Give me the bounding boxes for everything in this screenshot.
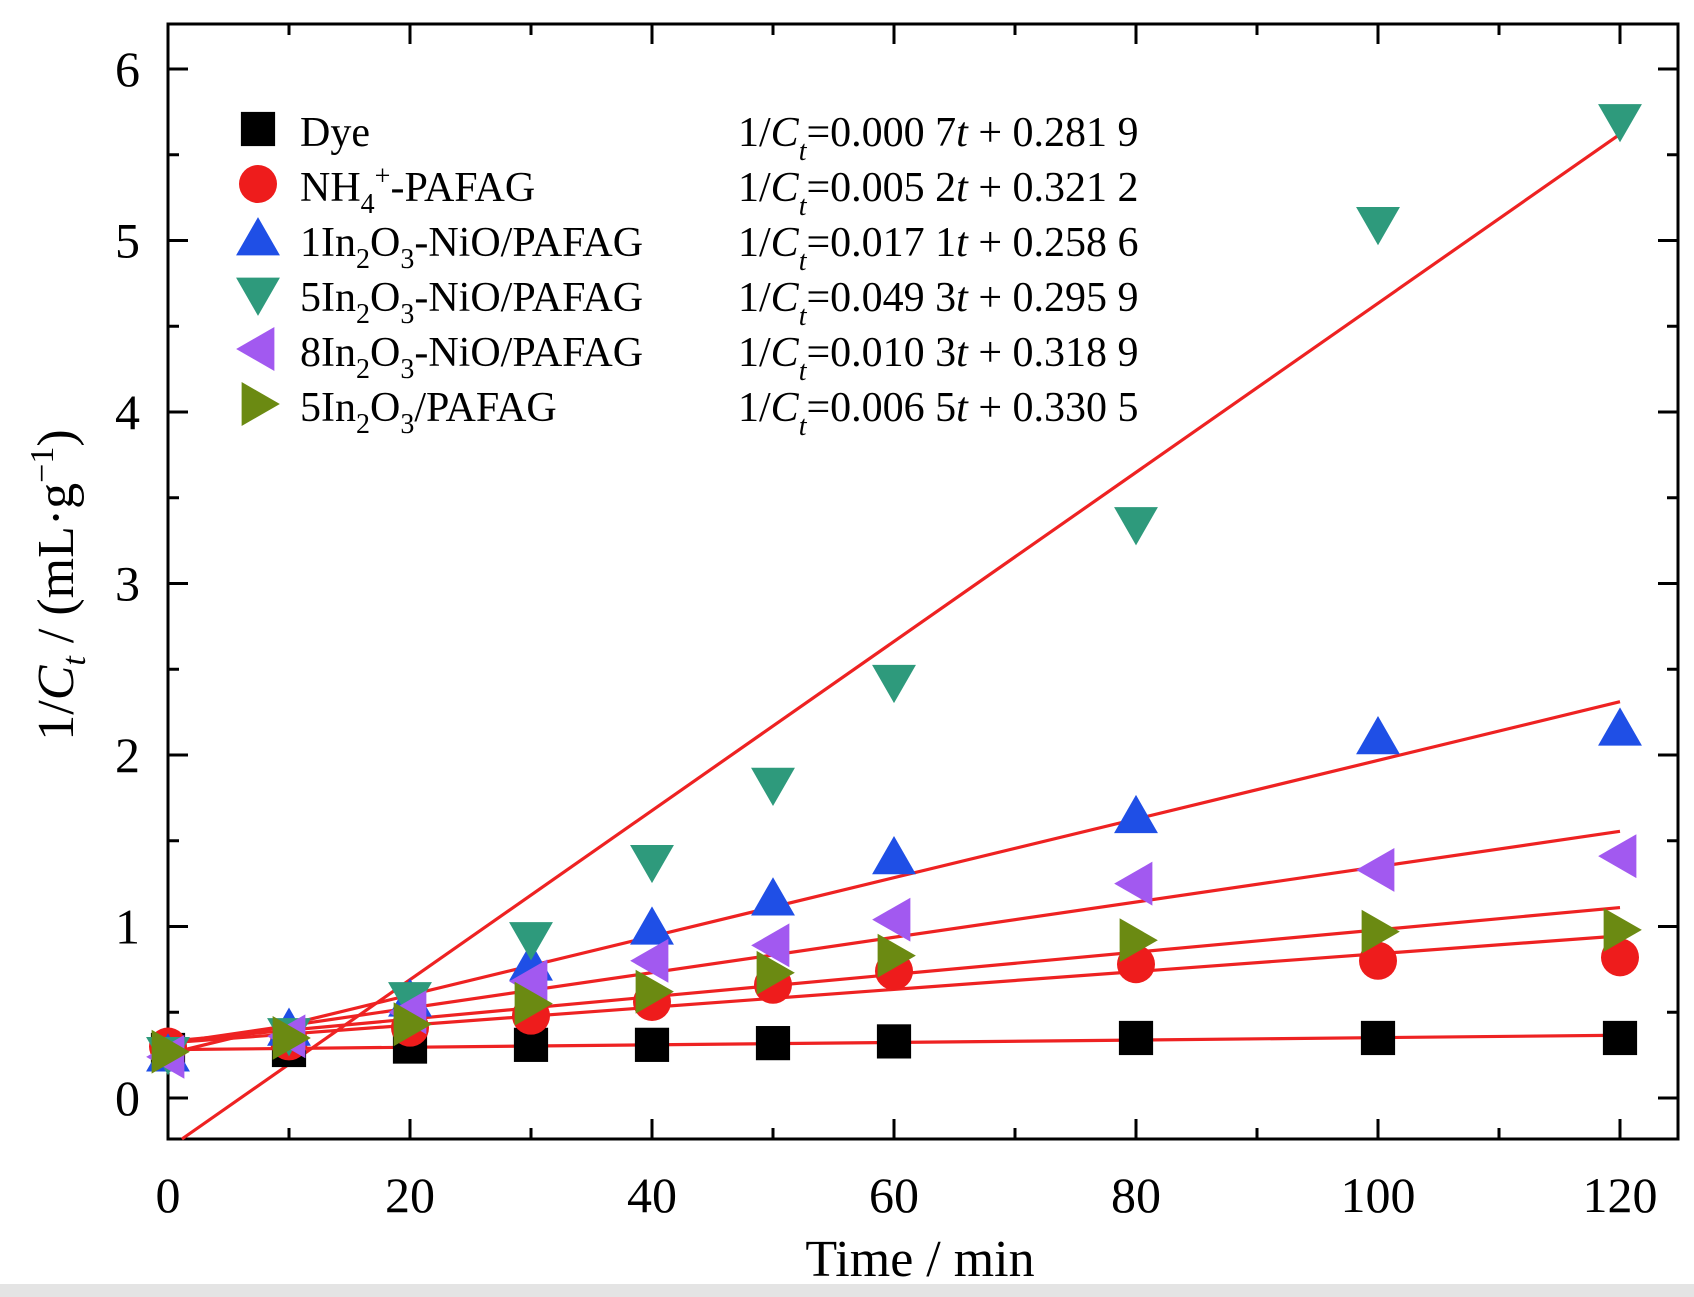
data-point [630,844,674,884]
data-point [876,1024,912,1059]
fit-line [181,132,1621,1141]
legend-marker [241,382,280,426]
data-point [151,1029,190,1074]
legend-label: 5In2O3/PAFAG [300,385,557,440]
data-point [1118,1020,1154,1056]
data-point [1602,1020,1638,1056]
legend-equation: 1/Ct=0.000 7t + 0.281 9 [738,110,1139,167]
legend-equation: 1/Ct=0.005 2t + 0.321 2 [738,165,1139,222]
legend-marker [236,327,275,371]
y-tick-label: 6 [115,41,140,97]
legend-label: 8In2O3-NiO/PAFAG [300,330,643,385]
data-point [272,1016,311,1060]
data-point [635,969,674,1014]
data-point [872,836,916,875]
y-tick-labels: 0 1 2 3 4 5 6 [115,41,140,1126]
data-point [751,923,790,968]
x-tick-label: 60 [869,1167,919,1223]
y-tick-label: 1 [115,899,140,955]
data-point [751,767,795,807]
data-point [1356,847,1395,892]
y-tick-label: 2 [115,727,140,783]
legend-marker [240,111,276,147]
data-point [514,981,553,1026]
data-point [634,1027,670,1062]
x-tick-label: 120 [1583,1167,1658,1223]
fit-line [167,700,1621,1056]
legend: Dye 1/Ct=0.000 7t + 0.281 9 NH4+-PAFAG 1/Ct… [236,110,1139,442]
y-tick-label: 0 [115,1070,140,1126]
data-point [509,922,553,961]
legend-marker [239,165,277,203]
data-point [1598,834,1637,879]
data-point [1119,918,1158,963]
data-points [146,104,1642,1079]
y-tick-label: 3 [115,556,140,612]
data-point [1603,907,1642,952]
plot-frame [166,22,1680,1141]
legend-equation: 1/Ct=0.006 5t + 0.330 5 [738,385,1139,442]
legend-marker [236,217,280,256]
data-point [509,959,548,1004]
bottom-band [0,1284,1694,1297]
x-tick-label: 80 [1111,1167,1161,1223]
data-point [630,906,674,945]
x-tick-label: 0 [156,1167,181,1223]
data-point [1360,1020,1396,1056]
legend-equation: 1/Ct=0.049 3t + 0.295 9 [738,275,1139,332]
legend-equation: 1/Ct=0.010 3t + 0.318 9 [738,330,1139,387]
data-point [1356,716,1400,755]
data-point [872,897,911,942]
data-point [1114,794,1158,834]
y-axis-title: 1/Ct / (mL·g−1) [24,429,93,740]
data-point [1598,707,1642,746]
axis-ticks [166,24,1678,1139]
data-point [1361,909,1400,954]
data-point [756,950,795,995]
data-point [1356,206,1400,246]
y-tick-label: 4 [115,384,140,440]
x-tick-label: 40 [627,1167,677,1223]
data-point [393,1002,432,1047]
y-tick-label: 5 [115,213,140,269]
data-point [630,938,669,983]
legend-label: NH4+-PAFAG [300,161,535,220]
data-point [1114,861,1153,906]
x-tick-label: 20 [385,1167,435,1223]
x-axis-title: Time / min [805,1231,1034,1288]
x-tick-labels: 0 20 40 60 80 100 120 [156,1167,1658,1223]
data-point [1598,104,1642,143]
data-point [877,933,916,978]
legend-label: 1In2O3-NiO/PAFAG [300,220,643,275]
legend-equation: 1/Ct=0.017 1t + 0.258 6 [738,220,1139,277]
data-point [872,664,916,704]
data-point [755,1026,791,1061]
data-point [1114,507,1158,546]
legend-label: 5In2O3-NiO/PAFAG [300,275,643,330]
data-point [751,877,795,916]
legend-marker [236,277,280,316]
legend-label: Dye [300,110,370,156]
data-point [1359,941,1397,980]
x-tick-label: 100 [1341,1167,1416,1223]
